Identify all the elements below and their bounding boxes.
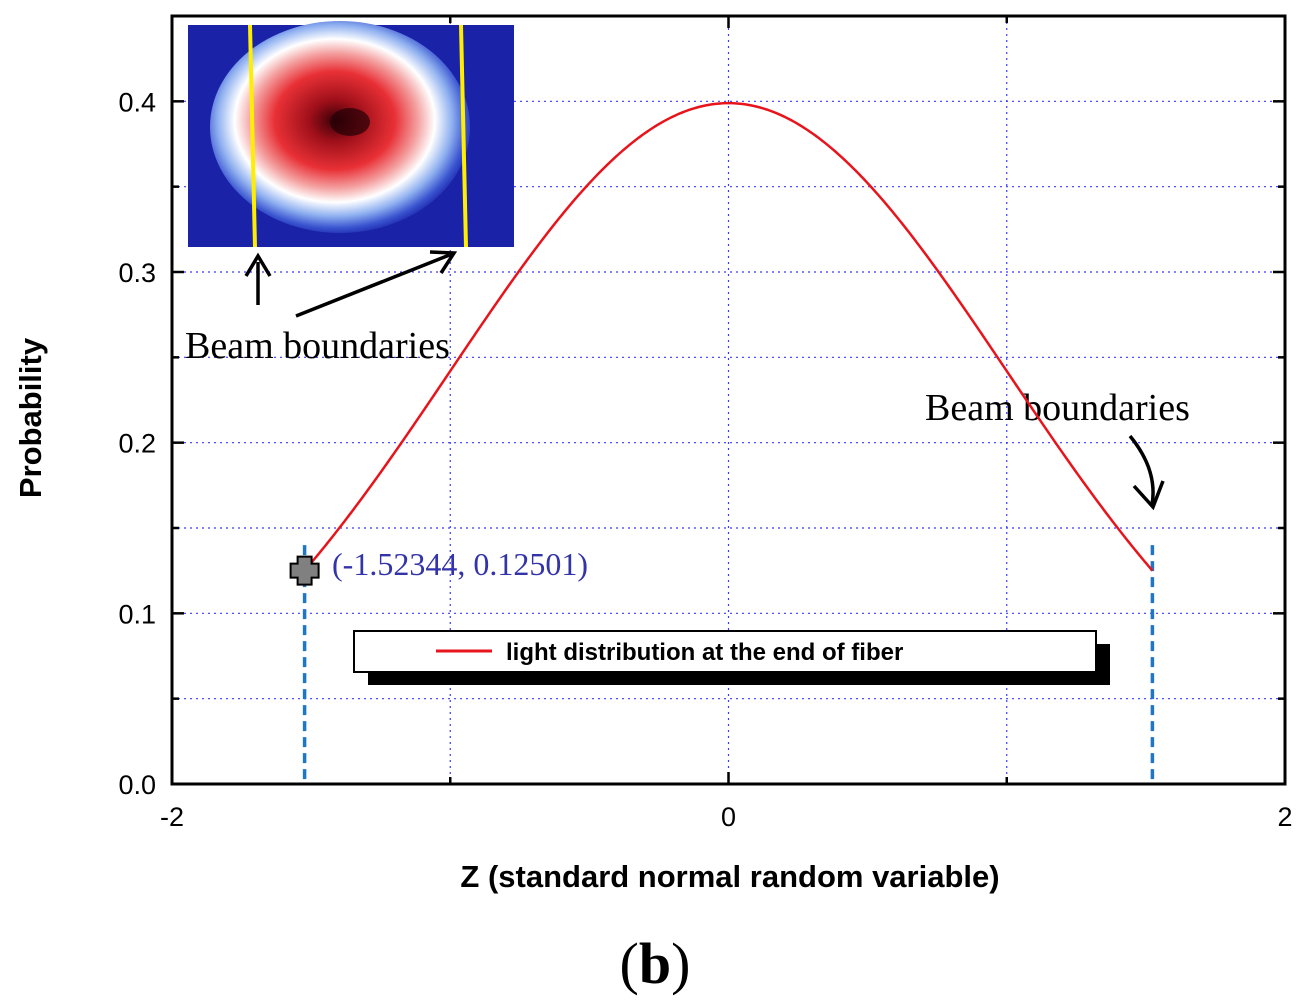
panel-label: (b) <box>620 931 691 996</box>
data-series <box>303 101 1154 572</box>
inset-beam-core <box>330 108 370 136</box>
x-axis-title: Z (standard normal random variable) <box>460 859 999 894</box>
beam-boundaries-label-right: Beam boundaries <box>925 387 1190 429</box>
x-tick-label: 0 <box>721 802 736 832</box>
inset-boundary-line-right <box>459 24 468 248</box>
legend-label: light distribution at the end of fiber <box>506 639 903 666</box>
series-line <box>303 101 1154 572</box>
x-tick-label: 2 <box>1277 802 1292 832</box>
point-marker <box>289 555 320 586</box>
beam-arrow-right <box>1128 434 1165 511</box>
beam-inset-image <box>188 21 514 248</box>
beam-boundaries-label-left: Beam boundaries <box>185 325 450 367</box>
y-tick-label: 0.1 <box>118 599 156 629</box>
y-tick-label: 0.0 <box>118 770 156 800</box>
arrow-right-shaft <box>295 252 453 318</box>
arrow-right-head <box>429 250 458 274</box>
x-tick-label: -2 <box>160 802 184 832</box>
y-tick-label: 0.2 <box>118 429 156 459</box>
arrow-curve-shaft <box>1128 434 1155 506</box>
beam-arrows-left <box>244 250 458 318</box>
legend: light distribution at the end of fiber <box>353 630 1110 685</box>
arrow-curve-head <box>1132 480 1165 511</box>
tick-labels: -2 0 2 0.0 0.1 0.2 0.3 0.4 <box>118 87 1292 832</box>
y-tick-label: 0.3 <box>118 258 156 288</box>
axis-ticks <box>170 16 1287 786</box>
plus-marker <box>289 555 320 586</box>
inset-boundary-line-left <box>248 24 257 248</box>
y-axis-title: Probability <box>13 337 48 498</box>
y-tick-label: 0.4 <box>118 87 156 117</box>
arrow-left-head <box>244 252 272 277</box>
coordinate-label: (-1.52344, 0.12501) <box>332 546 588 582</box>
